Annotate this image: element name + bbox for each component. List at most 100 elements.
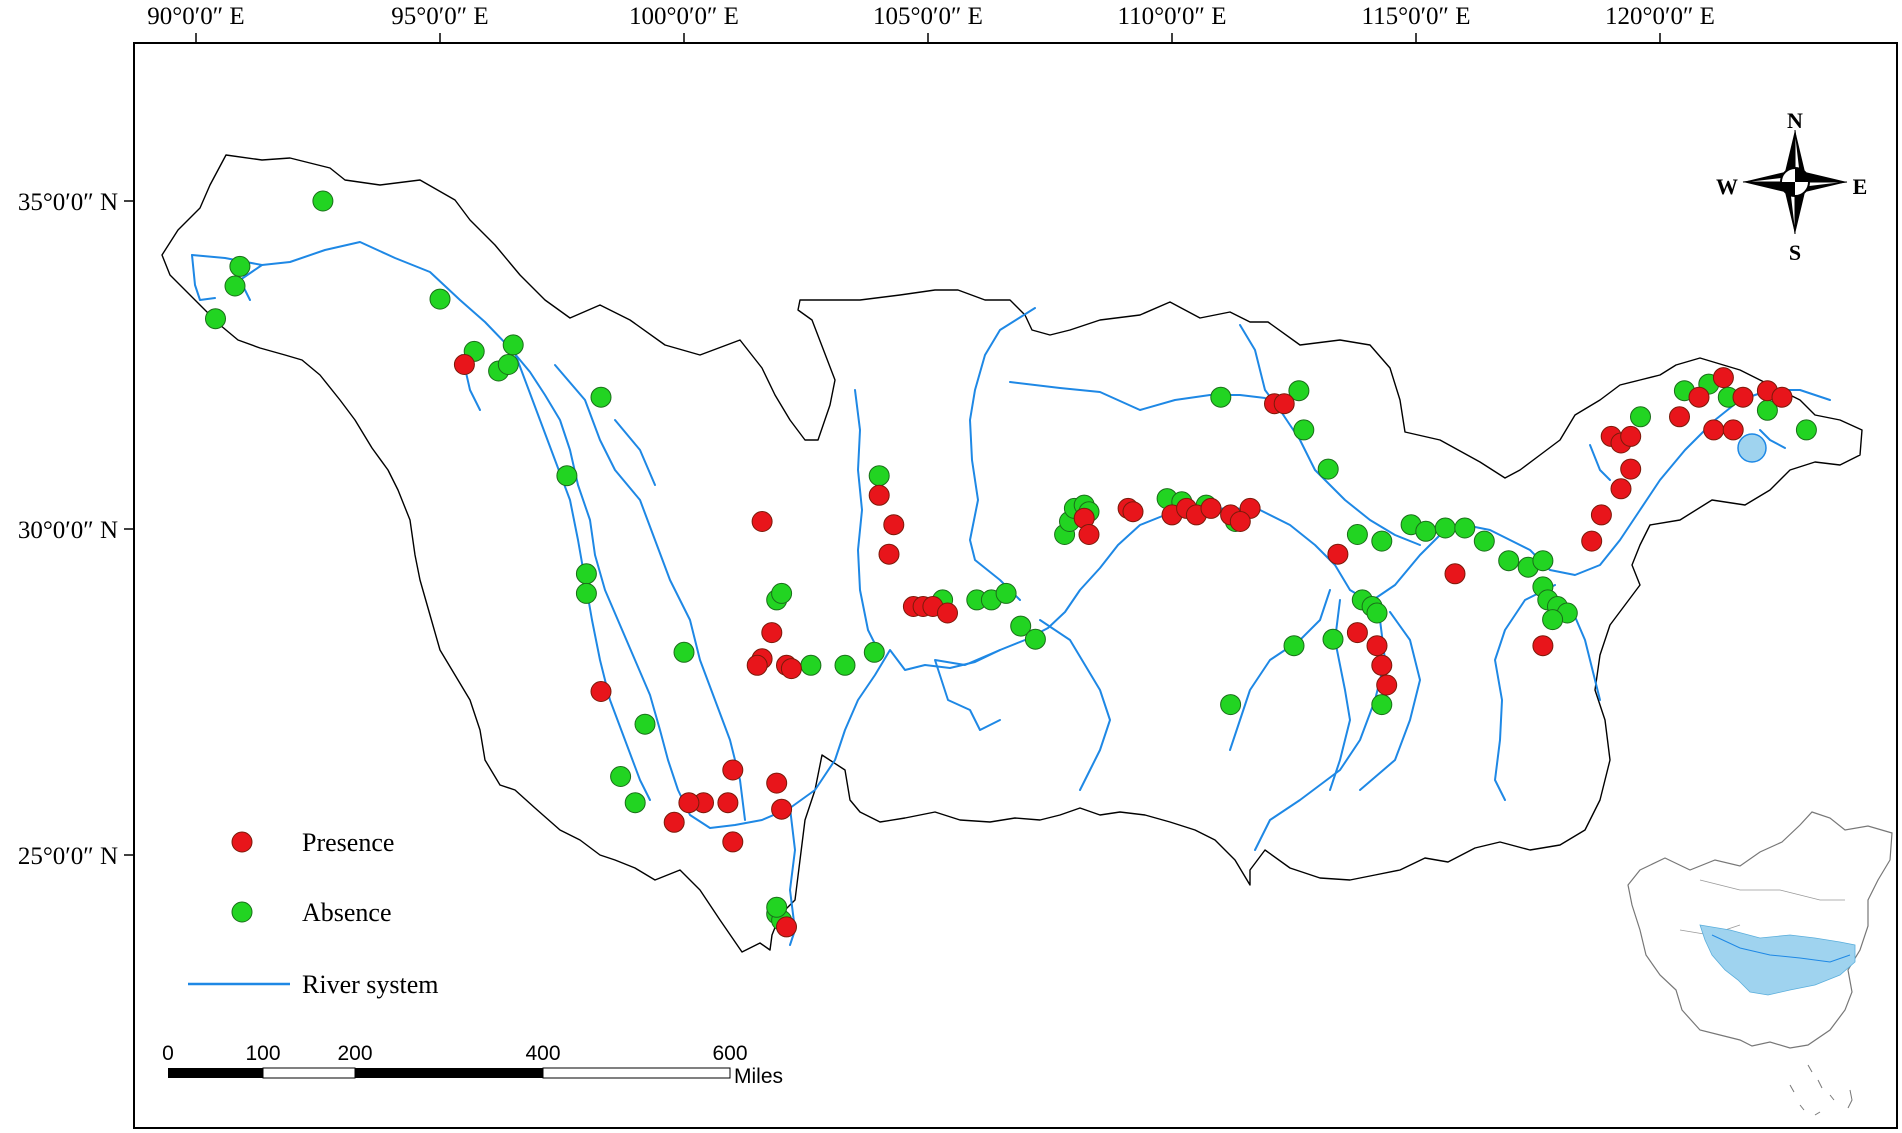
absence-marker [863, 641, 885, 663]
presence-marker [1122, 501, 1144, 523]
presence-marker [453, 354, 475, 375]
presence-marker [590, 681, 612, 702]
absence-marker [1010, 615, 1032, 637]
map-frame [133, 42, 1898, 1129]
absence-marker [497, 354, 519, 375]
presence-marker [1590, 504, 1612, 526]
latitude-labels: 35°0′0″ N 30°0′0″ N 25°0′0″ N [18, 189, 118, 870]
absence-marker [556, 465, 578, 487]
absence-marker [1283, 635, 1305, 657]
taihu-lake [1737, 433, 1767, 463]
longitude-label-100: 100°0′0″ E [629, 3, 739, 30]
absence-marker [624, 792, 646, 814]
inset-islands [1789, 1064, 1853, 1116]
absence-marker [1454, 517, 1476, 539]
presence-marker [717, 792, 739, 814]
presence-marker [1620, 425, 1642, 447]
scale-tick-400: 400 [525, 1042, 560, 1065]
absence-marker [610, 766, 632, 787]
absence-marker [1630, 406, 1651, 428]
legend-absence-swatch [231, 901, 253, 923]
latitude-ticks [124, 200, 134, 856]
presence-marker [766, 772, 788, 794]
presence-marker [761, 622, 783, 644]
presence-marker [1610, 478, 1632, 500]
absence-marker [312, 190, 334, 212]
longitude-label-95: 95°0′0″ E [391, 3, 488, 30]
presence-marker [937, 602, 958, 624]
compass-e: E [1853, 174, 1868, 199]
absence-marker [634, 713, 656, 735]
presence-marker [1376, 674, 1398, 696]
absence-marker [1473, 530, 1495, 552]
absence-marker [575, 563, 597, 585]
presence-marker [1078, 524, 1100, 545]
presence-marker [1703, 419, 1725, 441]
presence-marker [722, 831, 744, 853]
inset-china-map [1627, 811, 1893, 1116]
presence-marker [1771, 386, 1793, 408]
latitude-label-25: 25°0′0″ N [18, 843, 118, 870]
absence-marker [834, 654, 856, 676]
north-arrow: N S W E [1716, 108, 1867, 265]
legend-absence-label: Absence [302, 898, 392, 927]
scale-tick-200: 200 [337, 1042, 372, 1065]
absence-marker [1293, 419, 1315, 441]
absence-marker [590, 386, 612, 408]
absence-marker [502, 334, 524, 356]
longitude-labels: 90°0′0″ E 95°0′0″ E 100°0′0″ E 105°0′0″ … [147, 3, 1715, 30]
compass-w: W [1716, 174, 1738, 199]
presence-marker [878, 543, 900, 565]
presence-marker [1669, 406, 1690, 428]
absence-marker [995, 582, 1017, 604]
absence-marker [429, 288, 451, 310]
scale-bar: 0 100 200 400 600 Miles [162, 1042, 783, 1088]
absence-marker [224, 275, 246, 297]
presence-marker [1620, 458, 1642, 480]
presence-marker [1581, 530, 1603, 552]
longitude-ticks [195, 33, 1661, 43]
absence-marker [1317, 458, 1339, 480]
presence-marker [1200, 497, 1222, 519]
absence-marker [1532, 550, 1554, 572]
presence-marker [722, 759, 744, 781]
presence-marker [1327, 543, 1349, 565]
absence-marker [1366, 602, 1388, 624]
presence-marker [1371, 654, 1393, 676]
absence-marker [1346, 524, 1368, 545]
absence-marker [1322, 628, 1344, 650]
absence-marker [1024, 628, 1046, 650]
absence-marker [673, 641, 695, 663]
longitude-label-115: 115°0′0″ E [1362, 3, 1471, 30]
absence-marker [1371, 530, 1393, 552]
presence-marker [1688, 386, 1710, 408]
markers-layer [205, 190, 1817, 938]
presence-marker [1229, 511, 1251, 532]
absence-marker [868, 465, 890, 487]
presence-marker [883, 514, 905, 536]
presence-marker [776, 916, 797, 938]
absence-marker [800, 654, 822, 676]
latitude-label-30: 30°0′0″ N [18, 517, 118, 544]
scale-tick-100: 100 [245, 1042, 280, 1065]
legend-presence-label: Presence [302, 828, 394, 857]
presence-marker [1346, 622, 1368, 644]
absence-marker [1542, 609, 1564, 631]
presence-marker [1712, 367, 1734, 389]
absence-marker [229, 255, 251, 277]
absence-marker [766, 896, 788, 918]
presence-marker [771, 798, 793, 820]
scale-tick-0: 0 [162, 1042, 174, 1065]
absence-marker [1371, 694, 1393, 716]
presence-marker [663, 811, 685, 833]
presence-marker [1273, 393, 1295, 415]
absence-marker [205, 308, 226, 330]
inset-china-outline [1627, 811, 1893, 1049]
longitude-label-90: 90°0′0″ E [147, 3, 244, 30]
latitude-label-35: 35°0′0″ N [18, 189, 118, 216]
absence-marker [1288, 380, 1310, 402]
presence-marker [1532, 635, 1554, 657]
presence-marker [1732, 386, 1754, 408]
river-network [191, 241, 1831, 946]
